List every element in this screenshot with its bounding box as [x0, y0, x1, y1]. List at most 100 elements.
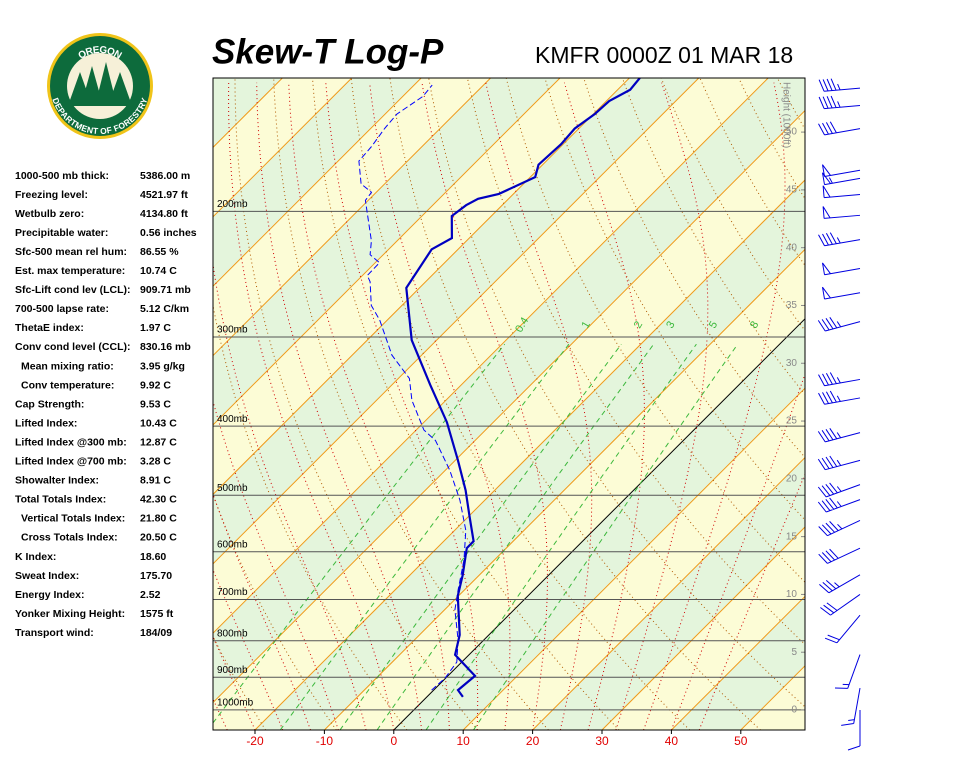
wind-barb: [822, 164, 861, 177]
dry-adiabat: [213, 302, 408, 730]
mixing-ratio-line: [279, 343, 570, 730]
index-value: 18.60: [140, 551, 166, 563]
dry-adiabat: [273, 78, 549, 730]
index-label: 700-500 lapse rate:: [15, 303, 109, 315]
y2-tick-label: 20: [786, 473, 798, 484]
wind-barb: [824, 614, 861, 644]
logo-trees: [70, 62, 130, 102]
y-tick-label: 700mb: [217, 587, 248, 598]
temperature-band: [213, 78, 805, 703]
index-value: 10.43 C: [140, 417, 177, 429]
y-tick-label: 900mb: [217, 665, 248, 676]
index-label: Vertical Totals Index:: [21, 513, 125, 525]
index-value: 9.53 C: [140, 398, 171, 410]
index-value: 830.16 mb: [140, 341, 191, 353]
index-label: Precipitable water:: [15, 227, 108, 239]
index-label: Energy Index:: [15, 589, 84, 601]
isotherm: [213, 78, 353, 218]
mixing-ratio-line: [339, 343, 622, 730]
index-label: K Index:: [15, 551, 56, 563]
index-value: 184/09: [140, 627, 172, 639]
wind-barb: [841, 687, 861, 726]
index-value: 10.74 C: [140, 265, 177, 277]
isotherm: [393, 318, 805, 730]
dry-adiabat: [428, 78, 805, 708]
mixing-ratio-line: [213, 343, 506, 724]
y-tick-label: 300mb: [217, 325, 248, 336]
dry-adiabat: [505, 78, 805, 583]
index-label: Sfc-500 mean rel hum:: [15, 246, 127, 258]
wind-barb: [817, 428, 861, 443]
isotherm: [213, 78, 422, 287]
wind-barb: [817, 482, 861, 498]
y-tick-label: 800mb: [217, 628, 248, 639]
wind-barb: [822, 286, 861, 300]
wind-barb: [817, 317, 861, 332]
index-value: 42.30 C: [140, 494, 177, 506]
wind-barb: [818, 232, 861, 247]
wind-barb: [822, 185, 861, 199]
chart-subtitle: KMFR 0000Z 01 MAR 18: [535, 42, 793, 68]
logo-top-text-path: OREGON: [76, 44, 123, 61]
mixing-ratio-line: [376, 343, 655, 730]
index-label: Lifted Index @300 mb:: [15, 436, 127, 448]
isotherm: [213, 109, 805, 704]
moist-adiabat: [698, 473, 805, 730]
mixing-ratio-label: 3: [664, 319, 677, 330]
index-label: Freezing level:: [15, 189, 88, 201]
wind-barb: [822, 206, 861, 219]
y2-tick-label: 5: [791, 647, 797, 658]
index-label: Total Totals Index:: [15, 494, 106, 506]
mixing-ratio-label: 5: [707, 319, 720, 330]
x-tick-label: 10: [457, 734, 471, 748]
index-value: 3.28 C: [140, 456, 171, 468]
wind-barb: [818, 547, 861, 564]
index-label: ThetaE index:: [15, 322, 84, 334]
wind-barb: [817, 455, 861, 471]
wind-barb: [818, 372, 861, 387]
wind-barb: [818, 121, 861, 136]
wind-barb: [818, 390, 861, 405]
x-tick-label: 20: [526, 734, 540, 748]
indices: 1000-500 mb thick: 5386.00 m Freezing leve…: [15, 170, 197, 639]
y-tick-label: 500mb: [217, 483, 248, 494]
index-value: 1.97 C: [140, 322, 171, 334]
y-tick-label: 600mb: [217, 539, 248, 550]
y2-tick-label: 45: [786, 185, 798, 196]
x-tick-label: -10: [316, 734, 334, 748]
logo-ground: [68, 100, 132, 106]
temperature-line: [405, 78, 641, 698]
isotherm: [213, 78, 700, 565]
dry-adiabat: [466, 78, 805, 646]
moist-adiabat: [563, 82, 645, 730]
index-label: Sfc-Lift cond lev (LCL):: [15, 284, 131, 296]
y2-tick-label: 10: [786, 589, 798, 600]
x-tick-label: 50: [734, 734, 748, 748]
moist-adiabat: [213, 492, 311, 730]
index-value: 4134.80 ft: [140, 208, 188, 220]
index-value: 21.80 C: [140, 513, 177, 525]
index-label: Lifted Index:: [15, 417, 77, 429]
wind-barb: [847, 710, 861, 751]
isotherm: [213, 78, 630, 496]
overlay: 0.4 1 2 3 5 8200mb300mb400mb500mb600mb700mb80…: [217, 78, 861, 751]
index-label: Conv temperature:: [21, 379, 114, 391]
index-label: Mean mixing ratio:: [21, 360, 114, 372]
isotherm: [213, 78, 561, 426]
logo: OREGON DEPARTMENT OF FORESTRY: [47, 33, 153, 139]
y2-tick-label: 15: [786, 531, 798, 542]
index-value: 12.87 C: [140, 436, 177, 448]
logo-top-text: OREGON: [76, 44, 123, 61]
plot-area: [213, 78, 805, 730]
wind-barb: [819, 574, 861, 594]
y-tick-label: 1000mb: [217, 698, 254, 709]
y-tick-label: 200mb: [217, 199, 248, 210]
mixing-ratio-label: 8: [748, 319, 761, 330]
x-tick-label: 0: [390, 734, 397, 748]
wind-barb: [818, 95, 861, 110]
wind-barb: [820, 594, 861, 616]
index-value: 5386.00 m: [140, 170, 190, 182]
wind-barb: [817, 497, 861, 513]
index-label: Cap Strength:: [15, 398, 84, 410]
